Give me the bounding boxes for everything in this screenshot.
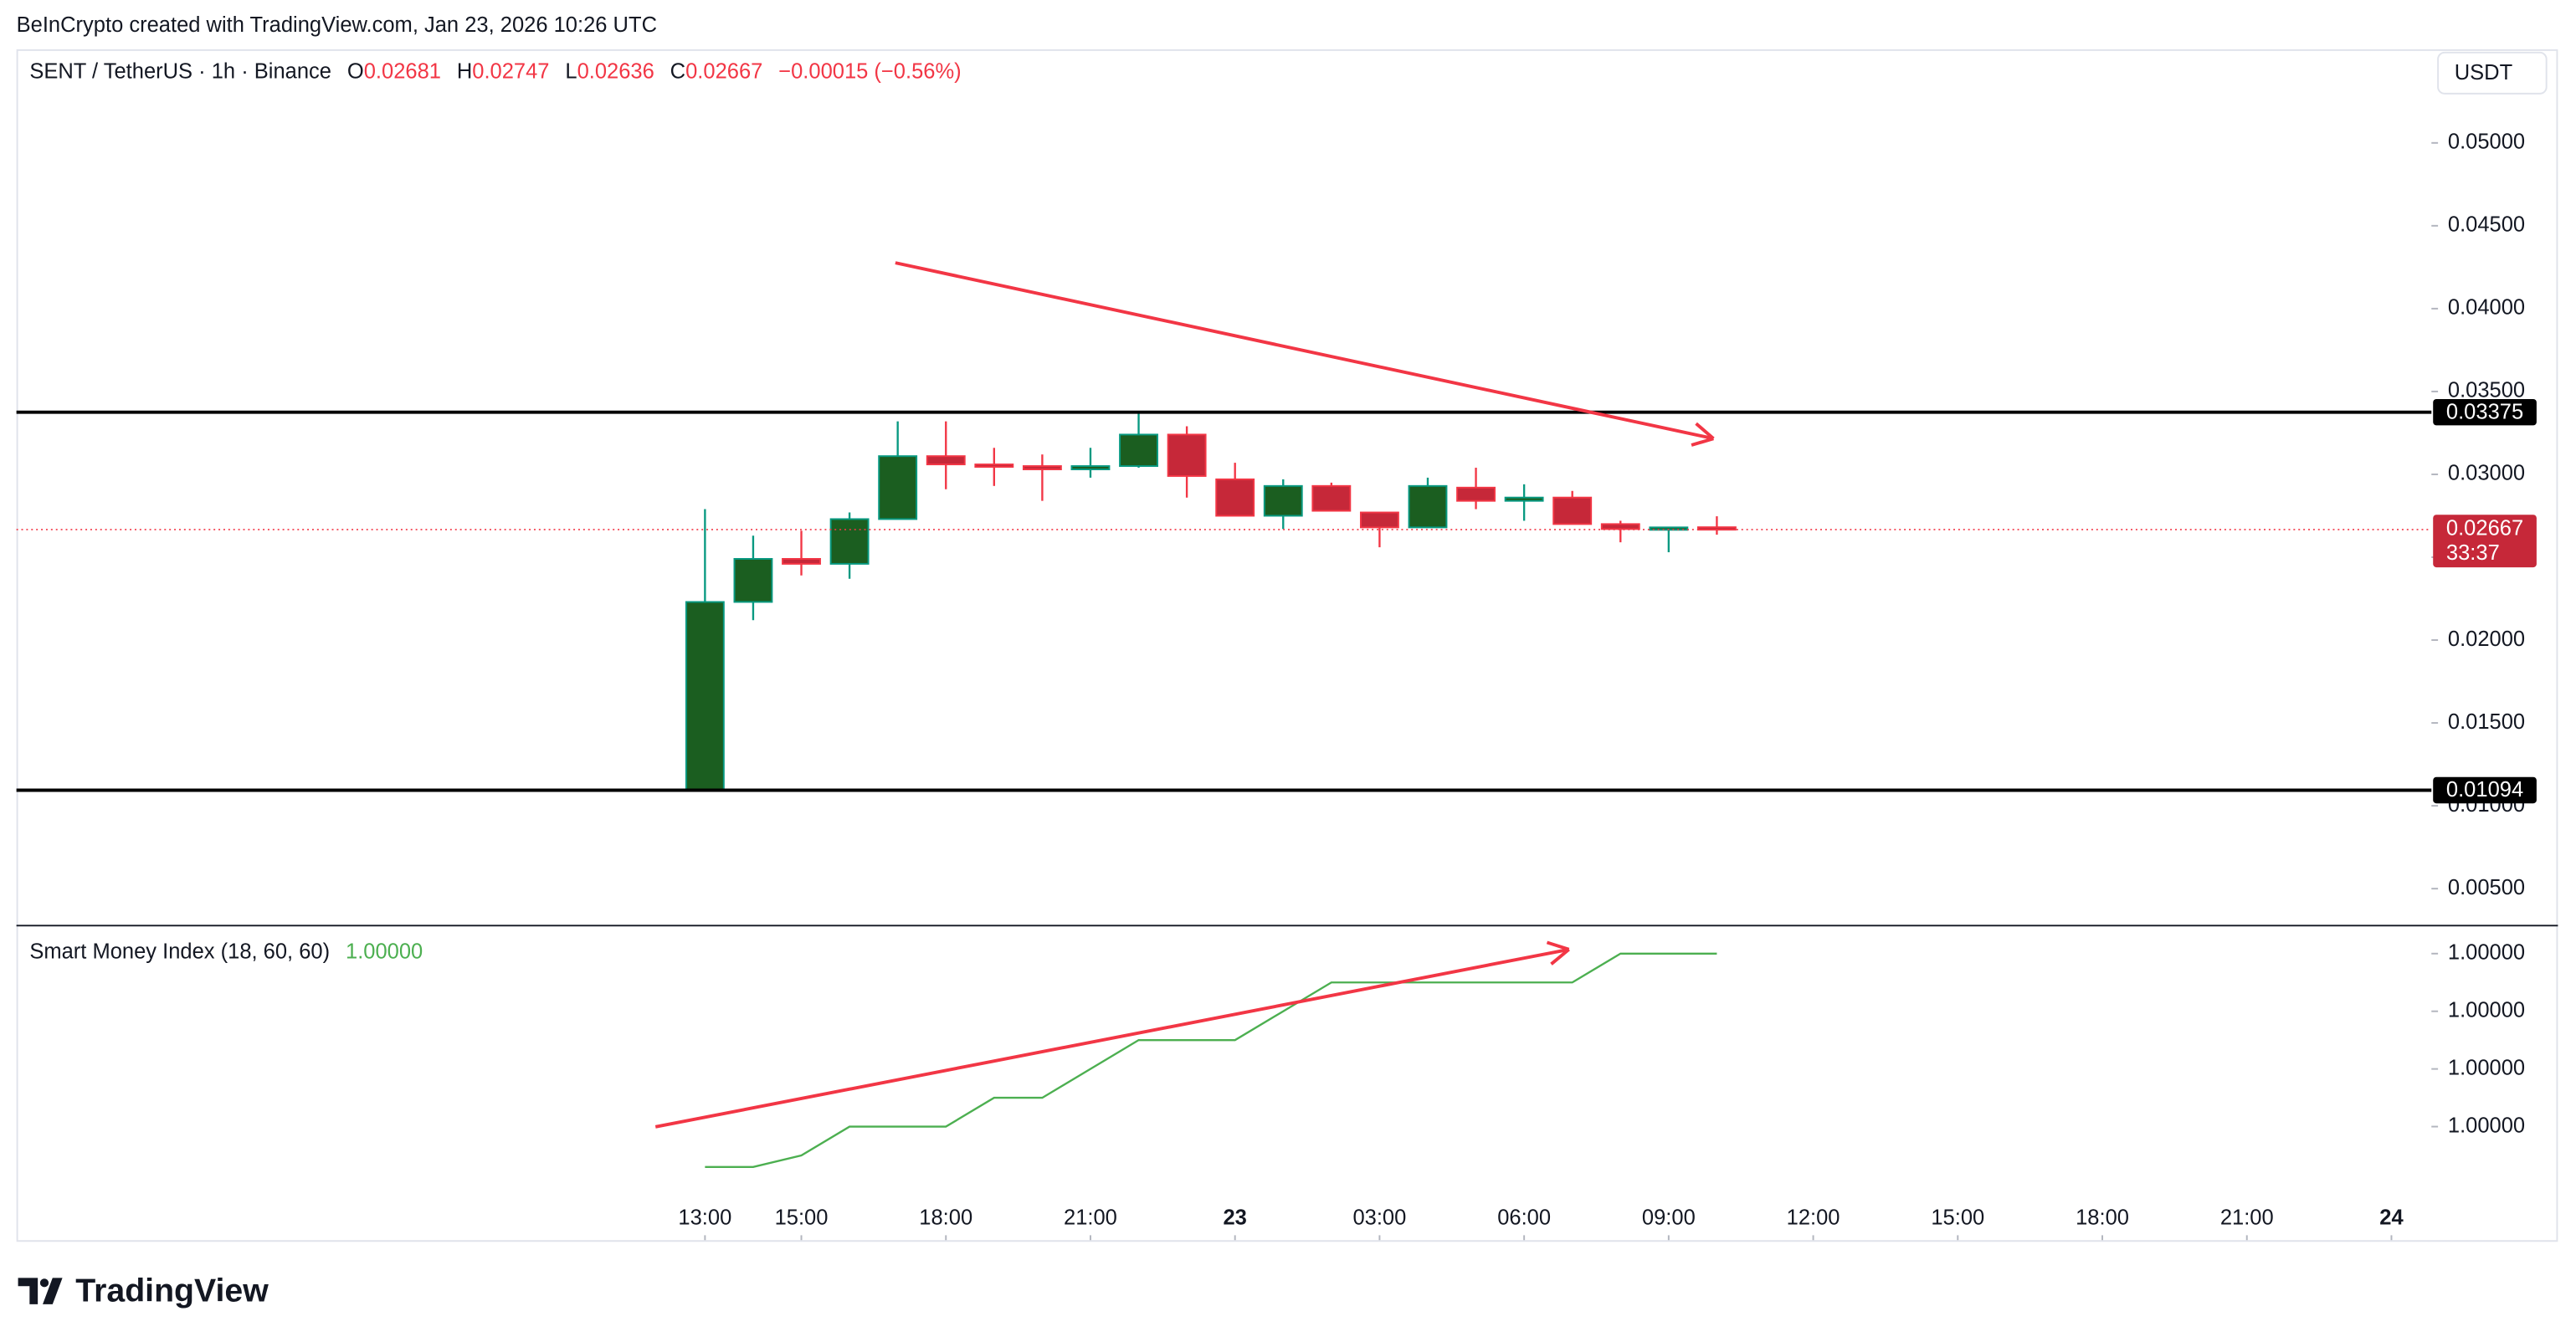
y-tick-label: 0.03500 <box>2448 379 2525 402</box>
ohlc-value: 0.02681 <box>364 59 441 83</box>
brand: TradingView <box>75 1272 269 1309</box>
x-tick-label: 15:00 <box>775 1206 829 1229</box>
y-tick-label: 0.03000 <box>2448 462 2525 485</box>
x-tick-label: 03:00 <box>1352 1206 1406 1229</box>
candle-body <box>926 455 966 466</box>
x-tick-label: 13:00 <box>678 1206 731 1229</box>
candle-body <box>1600 523 1640 530</box>
level-label: 0.03375 <box>2446 400 2523 423</box>
candle-body <box>1311 484 1352 512</box>
x-tick-label: 06:00 <box>1497 1206 1551 1229</box>
candle-body <box>1215 478 1255 517</box>
y-tick-label: 1.00000 <box>2448 1056 2525 1079</box>
y-tick-label: 0.00500 <box>2448 876 2525 899</box>
x-tick-label: 24 <box>2379 1206 2404 1229</box>
x-tick-label: 21:00 <box>1064 1206 1117 1229</box>
ohlc-label: L <box>565 59 577 83</box>
last-price-box <box>2433 515 2537 568</box>
y-tick-label: 0.05000 <box>2448 131 2525 154</box>
candle-body <box>1022 465 1062 470</box>
y-tick-label: 1.00000 <box>2448 998 2525 1022</box>
candle-body <box>878 455 918 520</box>
candle-body <box>1504 496 1544 502</box>
y-tick-label: 0.01500 <box>2448 710 2525 734</box>
indicator-line <box>705 952 1717 1168</box>
level-box <box>2433 398 2537 426</box>
candle-body <box>974 464 1014 469</box>
watermark: BeInCrypto created with TradingView.com,… <box>17 13 657 37</box>
candle-body <box>1070 465 1111 470</box>
indicator-value: 1.00000 <box>346 940 423 963</box>
x-tick-label: 21:00 <box>2220 1206 2274 1229</box>
trend-arrow <box>654 947 1570 1129</box>
arrow-head <box>1695 422 1715 440</box>
ohlc-value: 0.02636 <box>577 59 654 83</box>
x-tick-label: 18:00 <box>919 1206 972 1229</box>
x-tick-label: 12:00 <box>1787 1206 1840 1229</box>
logo-icon <box>18 1278 63 1304</box>
ohlc-value: 0.02667 <box>685 59 762 83</box>
level-box <box>2433 776 2537 804</box>
currency[interactable]: USDT <box>2455 61 2512 85</box>
currency-button[interactable] <box>2437 51 2548 95</box>
candle-body <box>782 557 821 565</box>
candle-body <box>733 557 773 603</box>
x-tick-label: 15:00 <box>1931 1206 1984 1229</box>
indicator-name: Smart Money Index (18, 60, 60) <box>29 940 330 963</box>
y-tick-label: 0.04000 <box>2448 296 2525 320</box>
x-tick-label: 18:00 <box>2076 1206 2129 1229</box>
candle-body <box>1167 433 1207 477</box>
level-label: 0.01094 <box>2446 778 2523 802</box>
y-tick-label: 0.02000 <box>2448 627 2525 651</box>
arrow-head <box>1691 437 1714 447</box>
candle-body <box>1456 486 1496 502</box>
brand-logo: TradingView <box>18 1272 269 1309</box>
x-tick-label: 09:00 <box>1642 1206 1696 1229</box>
candle-body <box>1263 484 1303 517</box>
y-tick-label: 1.00000 <box>2448 1114 2525 1137</box>
ohlc-label: H <box>457 59 472 83</box>
candle-body <box>1408 484 1448 529</box>
last-price-label: 0.02667 <box>2446 517 2523 540</box>
candle-body <box>685 601 725 791</box>
arrow-head <box>1546 940 1570 951</box>
x-tick-label: 23 <box>1223 1206 1246 1229</box>
candle-body <box>1119 433 1158 468</box>
trend-arrow <box>895 261 1714 441</box>
y-tick-label: 0.04500 <box>2448 213 2525 237</box>
price-change: −0.00015 (−0.56%) <box>778 59 961 83</box>
indicator-header: Smart Money Index (18, 60, 60) 1.00000 <box>29 940 423 963</box>
symbol-header: SENT / TetherUS · 1h · Binance O0.02681 … <box>29 59 961 83</box>
candle-body <box>1552 496 1593 525</box>
chart-frame <box>16 49 2558 1242</box>
symbol-title: SENT / TetherUS · 1h · Binance <box>29 59 331 83</box>
arrow-head <box>1550 948 1570 966</box>
candle-body <box>1359 511 1399 529</box>
candle-body <box>829 518 870 565</box>
ohlc-label: O <box>347 59 364 83</box>
ohlc-value: 0.02747 <box>472 59 549 83</box>
ohlc-label: C <box>670 59 685 83</box>
countdown: 33:37 <box>2446 541 2500 565</box>
y-tick-label: 1.00000 <box>2448 941 2525 965</box>
logo-dot <box>39 1278 49 1288</box>
